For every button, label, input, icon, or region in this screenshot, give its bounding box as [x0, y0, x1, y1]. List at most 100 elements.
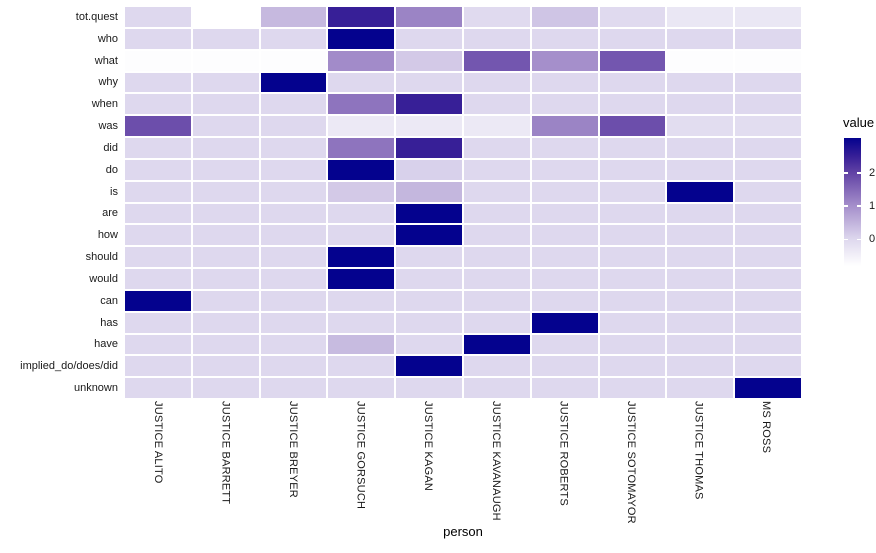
- heatmap-cell: [531, 94, 598, 115]
- legend-tick-label: 2: [869, 166, 876, 179]
- y-axis-label: what: [94, 54, 118, 67]
- heatmap-cell: [531, 203, 598, 224]
- heatmap-cell: [531, 72, 598, 93]
- heatmap-cell: [260, 290, 327, 311]
- heatmap-cell: [260, 28, 327, 49]
- legend-tick-mark: [857, 172, 861, 174]
- heatmap-cell: [464, 159, 530, 180]
- heatmap-cell: [260, 269, 327, 289]
- heatmap-cell: [125, 7, 191, 27]
- heatmap-cell: [328, 334, 395, 355]
- heatmap-cell: [735, 334, 801, 355]
- heatmap-cell: [464, 378, 530, 398]
- y-axis-label: who: [97, 32, 118, 45]
- heatmap-cell: [192, 290, 259, 311]
- heatmap-cell: [396, 94, 462, 115]
- heatmap-cell: [328, 72, 395, 93]
- legend-tick-label: 0: [869, 233, 876, 246]
- heatmap-cell: [125, 269, 191, 289]
- heatmap-cell: [599, 378, 666, 398]
- legend: value 2 1 0: [842, 115, 876, 285]
- heatmap-cell: [464, 28, 530, 49]
- heatmap-cell: [599, 116, 666, 136]
- y-axis-label: unknown: [73, 382, 118, 395]
- heatmap-cell: [125, 116, 191, 136]
- y-axis-label: was: [98, 120, 118, 133]
- heatmap-cell: [396, 269, 462, 289]
- heatmap-cell: [192, 378, 259, 398]
- heatmap-cell: [735, 269, 801, 289]
- heatmap-cell: [667, 378, 734, 398]
- legend-tick-mark: [844, 205, 848, 207]
- x-axis-title: person: [443, 524, 483, 539]
- heatmap-cell: [328, 181, 395, 202]
- heatmap-cell: [125, 334, 191, 355]
- heatmap-cell: [125, 181, 191, 202]
- heatmap-cell: [667, 116, 734, 136]
- heatmap-cell: [735, 247, 801, 267]
- heatmap-cell: [192, 269, 259, 289]
- heatmap-cell: [667, 290, 734, 311]
- x-axis-label: JUSTICE ROBERTS: [557, 401, 570, 506]
- heatmap-cell: [531, 378, 598, 398]
- heatmap-cell: [531, 269, 598, 289]
- heatmap-cell: [599, 50, 666, 71]
- legend-tick-mark: [844, 238, 848, 241]
- heatmap-cell: [396, 290, 462, 311]
- heatmap-cell: [260, 356, 327, 377]
- heatmap-grid: [125, 7, 801, 398]
- heatmap-cell: [125, 356, 191, 377]
- heatmap-cell: [396, 247, 462, 267]
- heatmap-cell: [328, 50, 395, 71]
- legend-tick-mark: [857, 238, 861, 241]
- heatmap-cell: [192, 356, 259, 377]
- x-axis-label: JUSTICE BARRETT: [219, 401, 232, 505]
- heatmap-cell: [667, 181, 734, 202]
- heatmap-cell: [396, 138, 462, 158]
- heatmap-cell: [667, 334, 734, 355]
- heatmap-cell: [396, 225, 462, 246]
- heatmap-cell: [464, 181, 530, 202]
- y-axis-label: are: [102, 207, 118, 220]
- heatmap-cell: [125, 138, 191, 158]
- heatmap-cell: [735, 181, 801, 202]
- heatmap-cell: [125, 28, 191, 49]
- heatmap-cell: [531, 28, 598, 49]
- heatmap-cell: [125, 290, 191, 311]
- y-axis-label: implied_do/does/did: [20, 360, 118, 373]
- heatmap-cell: [125, 225, 191, 246]
- heatmap-cell: [464, 50, 530, 71]
- heatmap-cell: [735, 378, 801, 398]
- heatmap-cell: [464, 72, 530, 93]
- heatmap-cell: [531, 50, 598, 71]
- heatmap-cell: [531, 138, 598, 158]
- heatmap-cell: [667, 72, 734, 93]
- heatmap-cell: [735, 203, 801, 224]
- heatmap-cell: [328, 94, 395, 115]
- heatmap-cell: [667, 203, 734, 224]
- heatmap-cell: [667, 356, 734, 377]
- heatmap-cell: [599, 159, 666, 180]
- heatmap-cell: [125, 378, 191, 398]
- heatmap-cell: [531, 7, 598, 27]
- heatmap-cell: [667, 269, 734, 289]
- y-axis-label: when: [91, 98, 118, 111]
- x-axis-label: JUSTICE BREYER: [287, 401, 299, 498]
- heatmap-cell: [125, 50, 191, 71]
- heatmap-cell: [667, 312, 734, 333]
- heatmap-cell: [667, 138, 734, 158]
- heatmap-cell: [531, 356, 598, 377]
- heatmap-cell: [599, 181, 666, 202]
- heatmap-cell: [531, 225, 598, 246]
- heatmap-cell: [735, 159, 801, 180]
- heatmap-cell: [599, 203, 666, 224]
- y-axis-label: would: [89, 272, 118, 285]
- legend-title: value: [843, 115, 875, 130]
- heatmap-cell: [192, 203, 259, 224]
- heatmap-cell: [735, 290, 801, 311]
- heatmap-cell: [599, 290, 666, 311]
- heatmap-cell: [531, 159, 598, 180]
- heatmap-cell: [260, 50, 327, 71]
- heatmap-cell: [735, 312, 801, 333]
- y-axis-labels: tot.quest who what why when was did do is are how s…: [0, 7, 118, 398]
